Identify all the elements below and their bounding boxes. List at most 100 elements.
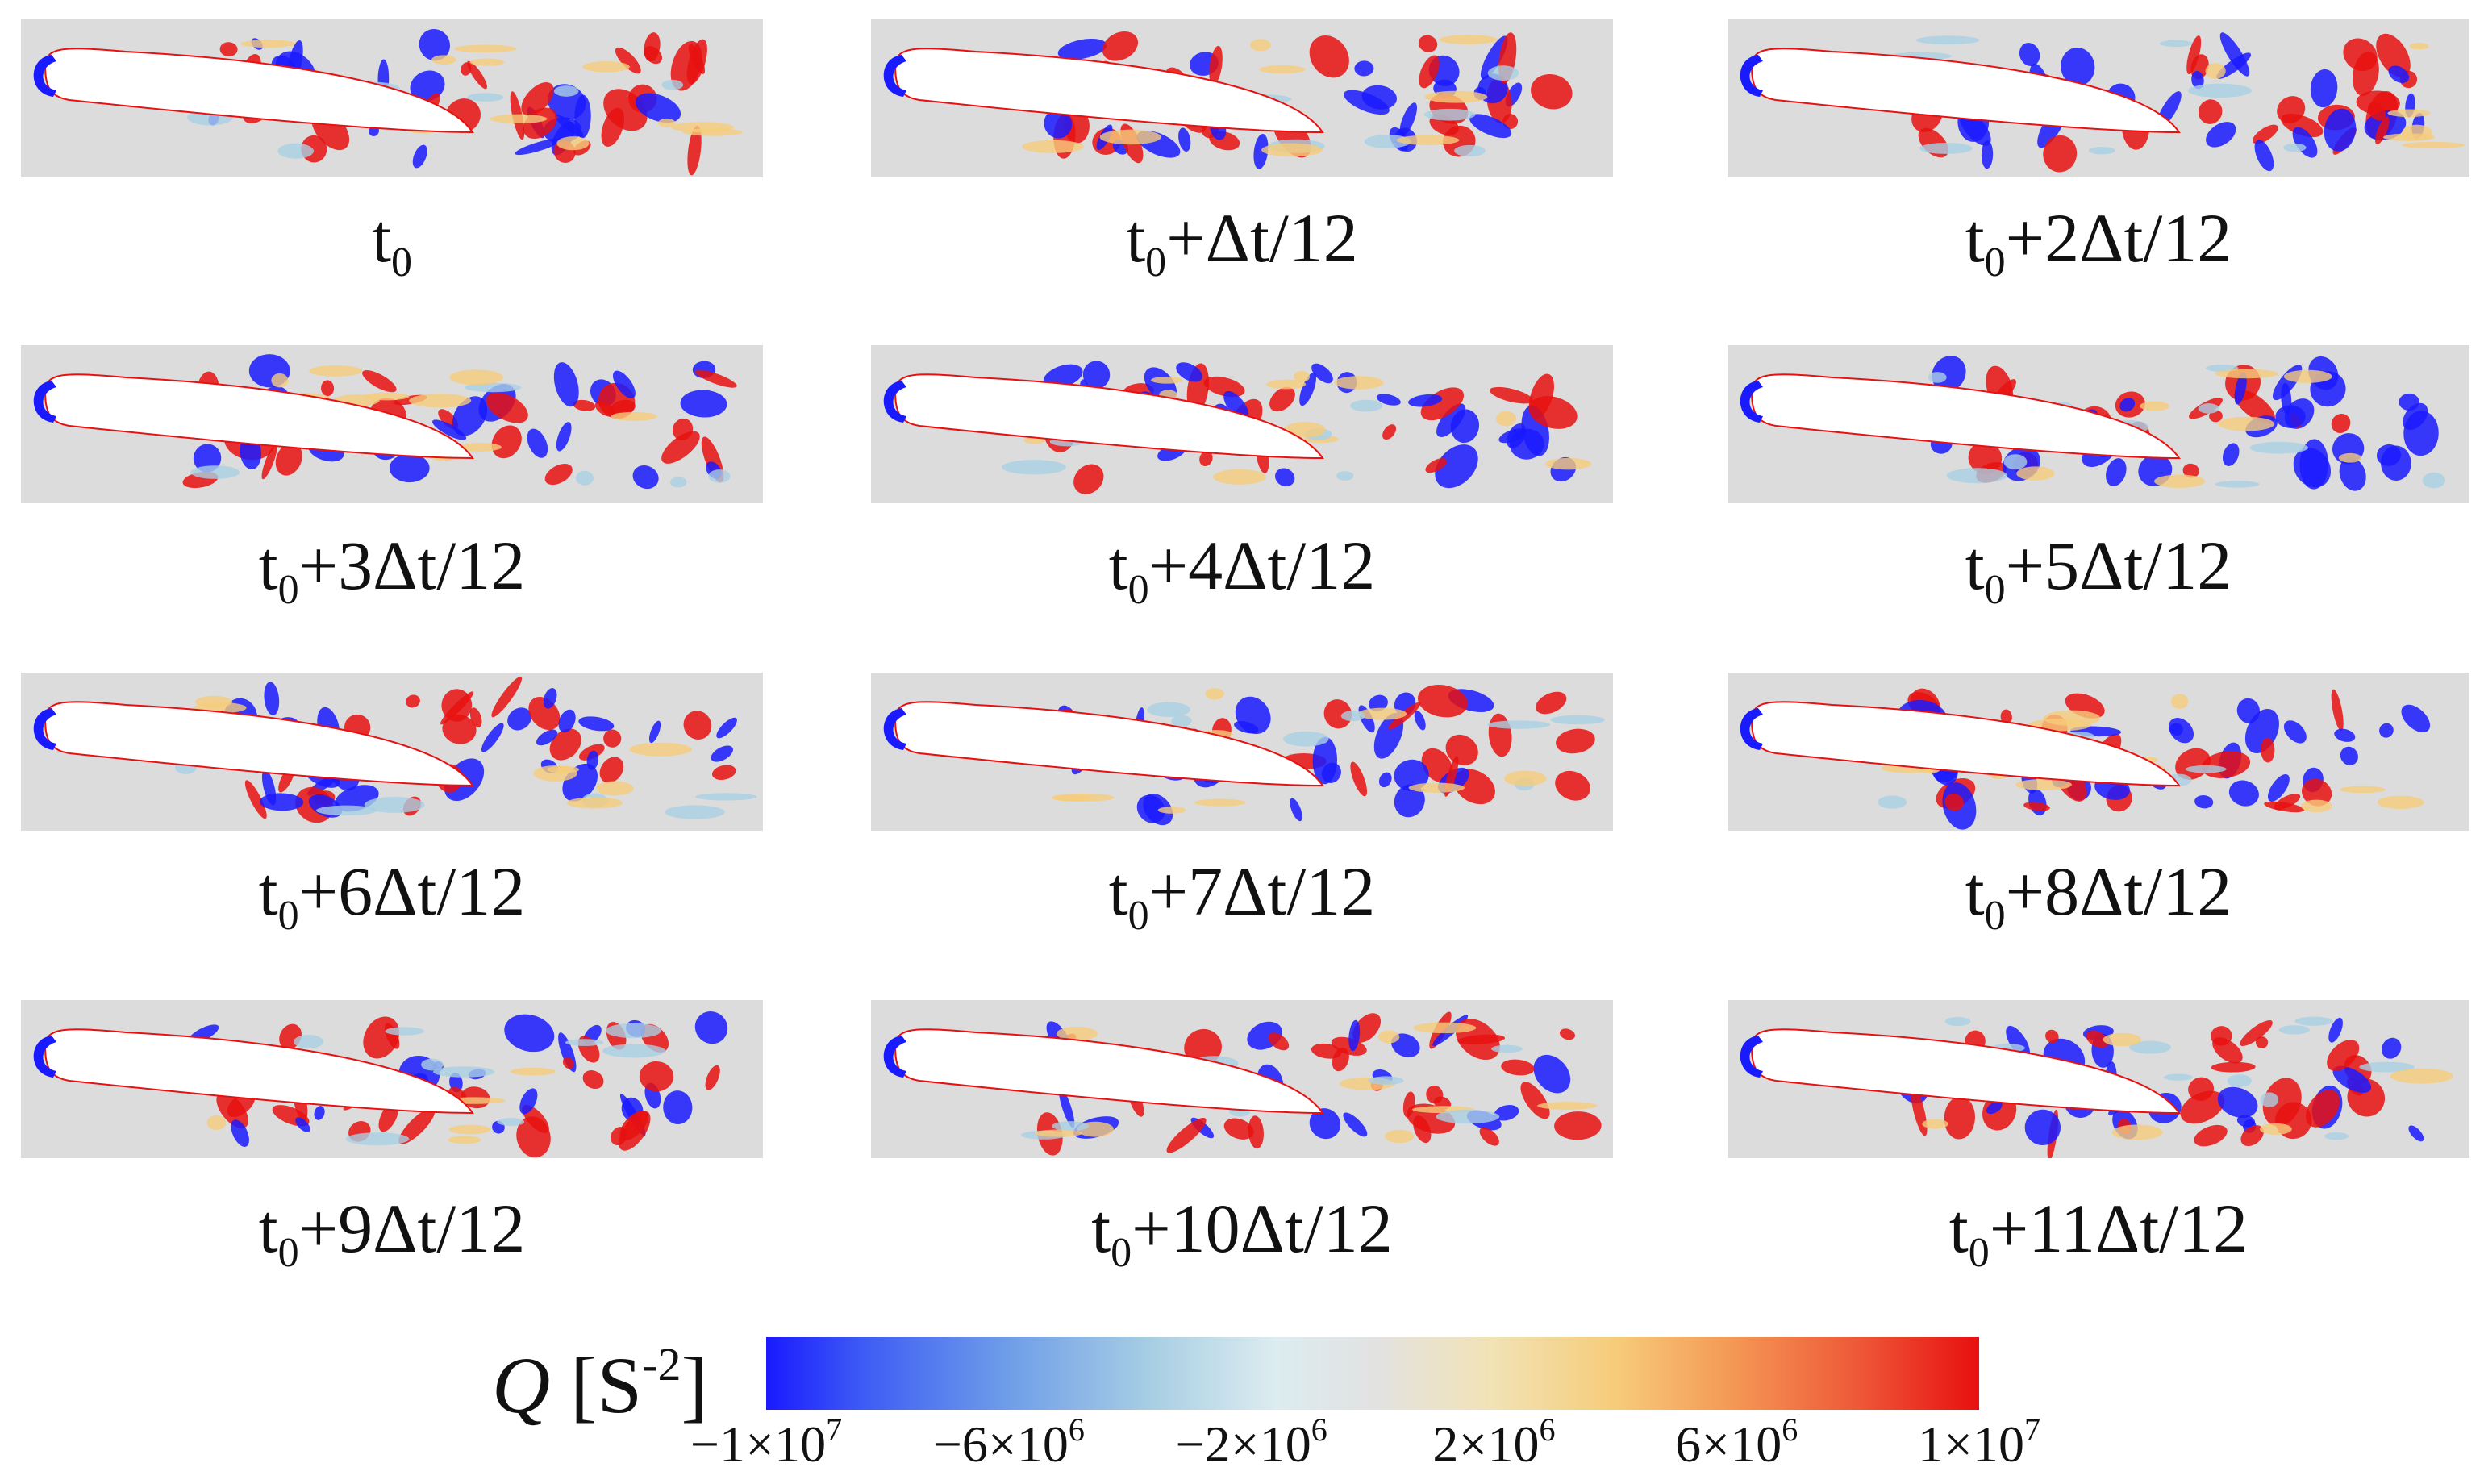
caption-subscript: 0 (390, 240, 412, 286)
caption-subscript: 0 (1968, 1230, 1990, 1276)
q-criterion-contour (21, 1000, 763, 1158)
caption-base: t (258, 527, 278, 604)
tick-exponent: 7 (2024, 1411, 2041, 1448)
q-criterion-contour (871, 1000, 1613, 1158)
colorbar: Q [S-2] −1×107 −6×106 −2×106 2×106 6×106 1×10… (0, 1323, 2484, 1484)
caption-base: t (1965, 527, 1985, 604)
caption-base: t (1108, 852, 1128, 930)
airfoil (1750, 701, 2181, 787)
leading-edge-vortex (33, 1036, 56, 1078)
flow-panel: t0+10Δt/12 (871, 1000, 1613, 1274)
caption-subscript: 0 (1127, 893, 1149, 939)
flow-panel: t0+9Δt/12 (21, 1000, 763, 1274)
caption-base: t (1965, 199, 1985, 277)
tick-exponent: 6 (1311, 1411, 1327, 1448)
panel-caption: t0+6Δt/12 (21, 857, 763, 937)
airfoil (44, 48, 474, 134)
caption-base: t (372, 199, 391, 277)
airfoil (1750, 48, 2181, 134)
tick-mantissa: −6×10 (932, 1415, 1069, 1473)
leading-edge-vortex (883, 708, 906, 750)
airfoil (44, 373, 474, 460)
caption-offset: +3Δt/12 (298, 527, 526, 604)
colorbar-label-symbol: Q (492, 1340, 551, 1430)
leading-edge-vortex (883, 55, 906, 97)
caption-base: t (1126, 199, 1146, 277)
flow-panel: t0 (21, 19, 763, 284)
flow-panel: t0+5Δt/12 (1728, 345, 2469, 611)
panel-caption: t0 (21, 203, 763, 284)
airfoil (894, 373, 1324, 460)
airfoil (1750, 1028, 2181, 1115)
panel-caption: t0+10Δt/12 (871, 1194, 1613, 1274)
panel-caption: t0+5Δt/12 (1728, 531, 2469, 611)
airfoil (1750, 373, 2181, 460)
leading-edge-vortex (33, 708, 56, 750)
caption-offset: +Δt/12 (1166, 199, 1358, 277)
caption-base: t (258, 1190, 278, 1267)
q-criterion-contour (21, 345, 763, 503)
flow-panel: t0+7Δt/12 (871, 673, 1613, 937)
leading-edge-vortex (1740, 381, 1763, 423)
colorbar-label-close: ] (681, 1340, 708, 1430)
caption-base: t (1091, 1190, 1111, 1267)
q-criterion-contour (1728, 1000, 2469, 1158)
q-criterion-contour (1728, 673, 2469, 831)
flow-panel: t0+4Δt/12 (871, 345, 1613, 611)
caption-base: t (1108, 527, 1128, 604)
caption-subscript: 0 (1984, 240, 2006, 286)
q-criterion-contour (871, 673, 1613, 831)
tick-mantissa: −1×10 (690, 1415, 827, 1473)
airfoil (894, 48, 1324, 134)
leading-edge-vortex (883, 1036, 906, 1078)
panel-caption: t0+9Δt/12 (21, 1194, 763, 1274)
colorbar-tick-label: 2×106 (1432, 1414, 1555, 1474)
caption-base: t (258, 852, 278, 930)
tick-exponent: 6 (1539, 1411, 1556, 1448)
panel-caption: t0+8Δt/12 (1728, 857, 2469, 937)
leading-edge-vortex (1740, 1036, 1763, 1078)
leading-edge-vortex (883, 381, 906, 423)
colorbar-label-unit: [S (550, 1340, 643, 1430)
flow-panel: t0+8Δt/12 (1728, 673, 2469, 937)
caption-subscript: 0 (1127, 567, 1149, 613)
caption-subscript: 0 (1145, 240, 1167, 286)
caption-offset: +5Δt/12 (2005, 527, 2232, 604)
flow-panel: t0+Δt/12 (871, 19, 1613, 284)
tick-mantissa: 2×10 (1432, 1415, 1540, 1473)
caption-subscript: 0 (277, 567, 299, 613)
q-criterion-contour (871, 345, 1613, 503)
vortex-structures (1915, 356, 2446, 491)
q-criterion-contour (871, 19, 1613, 177)
airfoil (44, 701, 474, 787)
leading-edge-vortex (33, 55, 56, 97)
tick-exponent: 7 (826, 1411, 843, 1448)
tick-exponent: 6 (1782, 1411, 1798, 1448)
leading-edge-vortex (1740, 55, 1763, 97)
colorbar-label-exponent: -2 (642, 1338, 681, 1390)
flow-panel: t0+2Δt/12 (1728, 19, 2469, 284)
caption-offset: +7Δt/12 (1148, 852, 1376, 930)
colorbar-tick-label: −2×106 (1176, 1414, 1327, 1474)
q-criterion-contour (1728, 345, 2469, 503)
caption-base: t (1948, 1190, 1969, 1267)
caption-subscript: 0 (277, 893, 299, 939)
caption-offset: +6Δt/12 (298, 852, 526, 930)
caption-subscript: 0 (1984, 567, 2006, 613)
colorbar-tick-label: 1×107 (1917, 1414, 2040, 1474)
caption-subscript: 0 (1111, 1230, 1132, 1276)
caption-offset: +8Δt/12 (2005, 852, 2232, 930)
flow-panel: t0+3Δt/12 (21, 345, 763, 611)
tick-exponent: 6 (1068, 1411, 1085, 1448)
leading-edge-vortex (33, 381, 56, 423)
airfoil (894, 701, 1324, 787)
caption-offset: +4Δt/12 (1148, 527, 1376, 604)
tick-mantissa: 1×10 (1917, 1415, 2025, 1473)
panel-caption: t0+Δt/12 (871, 203, 1613, 284)
caption-subscript: 0 (277, 1230, 299, 1276)
q-criterion-contour (21, 19, 763, 177)
panel-caption: t0+7Δt/12 (871, 857, 1613, 937)
panel-caption: t0+4Δt/12 (871, 531, 1613, 611)
colorbar-tick-label: −1×107 (690, 1414, 842, 1474)
airfoil (44, 1028, 474, 1115)
